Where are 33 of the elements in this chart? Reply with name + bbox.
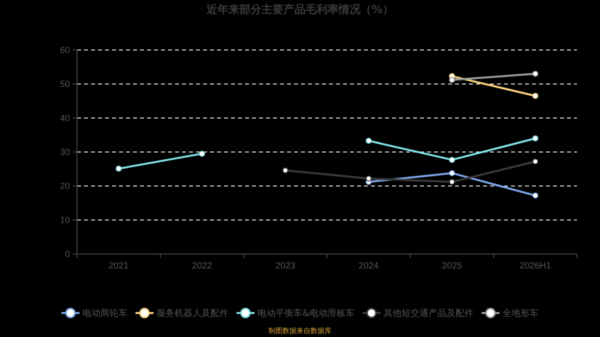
y-tick-label: 40 [60, 112, 70, 123]
point [532, 92, 538, 99]
point [532, 135, 538, 142]
point [449, 178, 455, 185]
legend-label: 电动平衡车&电动滑板车 [257, 308, 355, 319]
point [199, 150, 205, 157]
point [532, 70, 538, 77]
y-tick-label: 30 [60, 146, 70, 157]
point [532, 192, 538, 199]
y-tick-label: 60 [60, 44, 70, 55]
x-tick-label: 2022 [192, 260, 212, 270]
x-tick-label: 2024 [358, 260, 379, 270]
point [449, 76, 455, 83]
legend-label: 电动两轮车 [82, 308, 128, 319]
point [532, 158, 538, 165]
chart-title: 近年来部分主要产品毛利率情况（%） [205, 3, 394, 16]
x-tick-label: 2025 [442, 260, 462, 270]
y-tick-label: 50 [60, 78, 70, 89]
point [449, 156, 455, 163]
point [116, 166, 122, 172]
y-tick-label: 20 [60, 180, 70, 191]
x-tick-label: 2026H1 [520, 260, 552, 270]
legend-label: 其他短交通产品及配件 [384, 308, 474, 319]
legend-label: 全地形车 [502, 308, 539, 319]
point [282, 167, 288, 174]
x-tick-label: 2021 [108, 260, 129, 270]
y-tick-label: 0 [64, 248, 70, 259]
legend-label: 服务机器人及配件 [156, 308, 228, 319]
x-tick-label: 2023 [275, 260, 296, 270]
point [366, 176, 372, 182]
point [366, 138, 372, 144]
point [449, 170, 455, 176]
y-tick-label: 10 [60, 214, 70, 225]
